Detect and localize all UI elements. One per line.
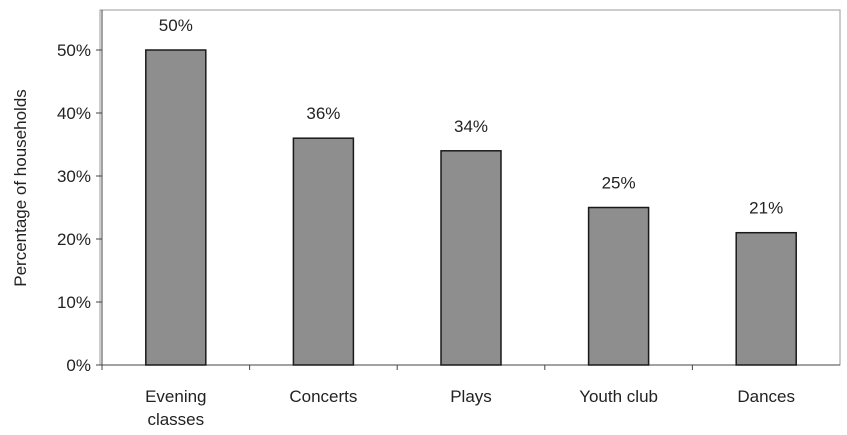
y-tick-label: 30% bbox=[57, 167, 91, 186]
x-category-label: Concerts bbox=[289, 387, 357, 406]
bar bbox=[440, 150, 502, 366]
bar bbox=[292, 137, 355, 366]
y-tick-label: 0% bbox=[66, 356, 91, 375]
bar-value-label: 34% bbox=[454, 117, 488, 136]
axes: 0% 10% 20% 30% 40% 50% bbox=[57, 10, 840, 375]
data-labels: 50% 36% 34% 25% 21% bbox=[159, 16, 783, 218]
bar-value-label: 25% bbox=[602, 174, 636, 193]
bar bbox=[145, 49, 207, 366]
category-labels: Evening classes Concerts Plays Youth club Dan… bbox=[145, 387, 795, 429]
x-category-label: Dances bbox=[737, 387, 795, 406]
bar-value-label: 21% bbox=[749, 199, 783, 218]
y-tick-label: 50% bbox=[57, 41, 91, 60]
y-axis-title: Percentage of households bbox=[11, 89, 30, 287]
bar-value-label: 36% bbox=[306, 104, 340, 123]
bar-value-label: 50% bbox=[159, 16, 193, 35]
x-category-label: Evening classes bbox=[145, 387, 206, 429]
y-tick-label: 10% bbox=[57, 293, 91, 312]
y-tick-label: 20% bbox=[57, 230, 91, 249]
bar bbox=[587, 206, 650, 366]
bar bbox=[735, 231, 797, 366]
bars bbox=[145, 49, 797, 366]
x-category-label: Plays bbox=[450, 387, 492, 406]
x-category-label: Youth club bbox=[579, 387, 658, 406]
y-tick-label: 40% bbox=[57, 104, 91, 123]
